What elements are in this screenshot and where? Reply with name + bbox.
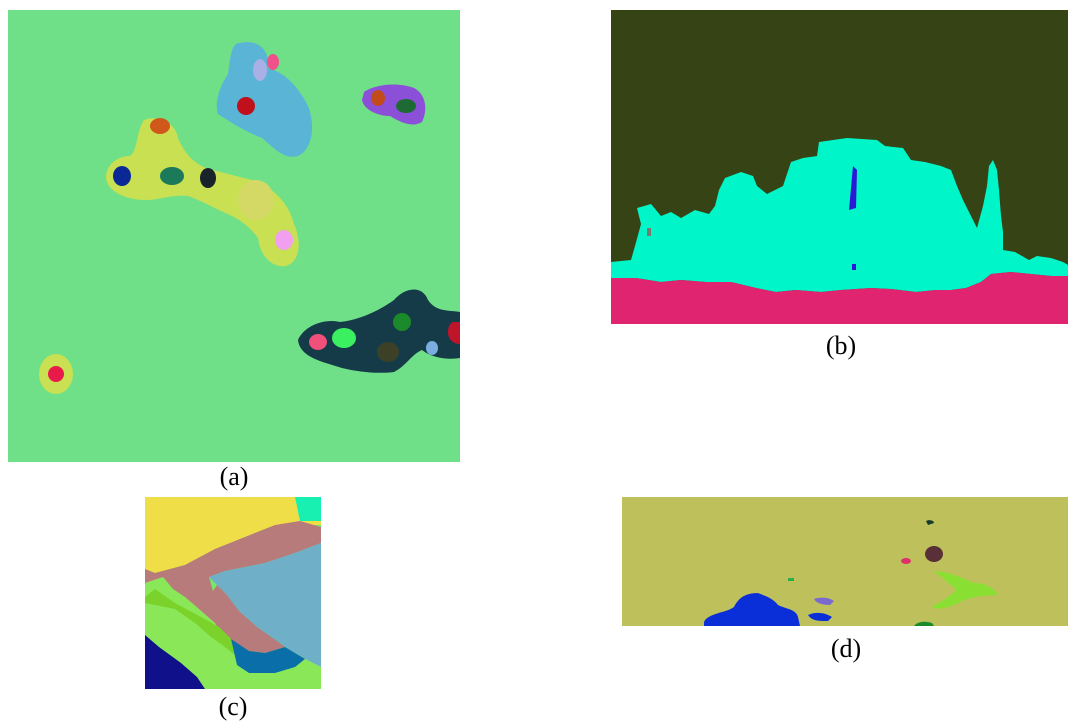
segmentation-panel-a	[8, 10, 460, 462]
segmentation-panel-d	[622, 497, 1068, 626]
segmentation-panel-b	[611, 10, 1068, 324]
caption-b: (b)	[825, 331, 857, 360]
segmentation-panel-c	[145, 497, 321, 689]
caption-d: (d)	[830, 634, 862, 663]
caption-a: (a)	[219, 462, 249, 491]
caption-c: (c)	[218, 692, 248, 721]
